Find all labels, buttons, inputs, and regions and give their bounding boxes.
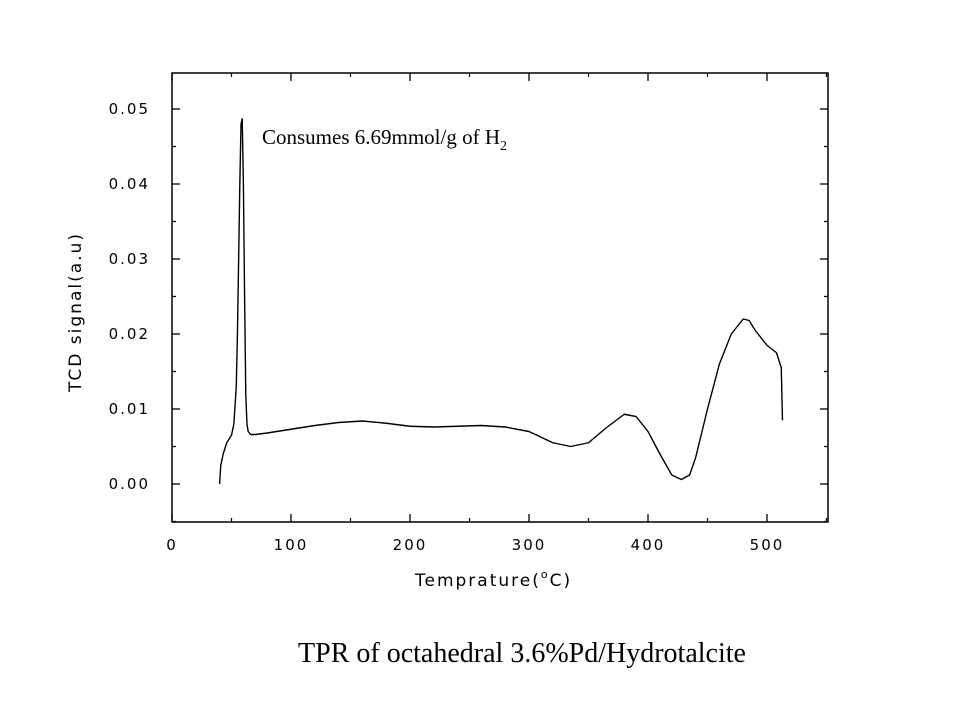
consumption-annotation: Consumes 6.69mmol/g of H2 xyxy=(262,125,507,154)
x-tick-label: 100 xyxy=(274,536,309,554)
tcd-signal-line xyxy=(218,118,784,485)
x-tick-label: 200 xyxy=(393,536,428,554)
y-tick-label: 0.03 xyxy=(109,250,150,268)
annotation-text: Consumes 6.69mmol/g of H xyxy=(262,125,500,149)
x-axis-title-text: Temprature( xyxy=(414,571,541,591)
chart-caption: TPR of octahedral 3.6%Pd/Hydrotalcite xyxy=(298,638,746,669)
x-axis-title-unit: C) xyxy=(550,571,573,591)
x-axis-title-degree: o xyxy=(541,568,550,581)
x-tick-label: 500 xyxy=(750,536,785,554)
y-tick-label: 0.00 xyxy=(109,475,150,493)
y-tick-label: 0.05 xyxy=(109,100,150,118)
x-tick-label: 400 xyxy=(631,536,666,554)
y-tick-label: 0.02 xyxy=(109,325,150,343)
x-tick-label: 300 xyxy=(512,536,547,554)
plot-area-frame xyxy=(171,72,829,523)
x-tick-label: 0 xyxy=(166,536,178,554)
y-axis-title: TCD signal(a.u) xyxy=(66,232,86,393)
annotation-subscript: 2 xyxy=(500,139,507,154)
x-axis-title: Temprature(oC) xyxy=(414,568,572,591)
y-tick-label: 0.01 xyxy=(109,400,150,418)
y-tick-label: 0.04 xyxy=(109,175,150,193)
